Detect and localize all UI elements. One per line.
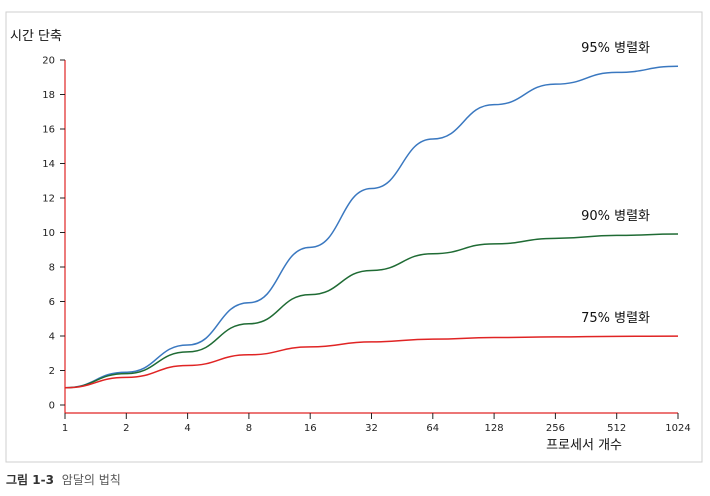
y-tick-label: 20 [42, 56, 55, 67]
chart-frame [5, 11, 703, 463]
y-tick-label: 14 [42, 159, 55, 170]
figure-title: 암달의 법칙 [62, 473, 121, 487]
y-axis-title: 시간 단축 [10, 29, 62, 44]
y-tick-label: 16 [42, 125, 55, 136]
x-tick-label: 64 [426, 423, 439, 434]
series-label: 90% 병렬화 [581, 209, 650, 224]
y-tick-label: 12 [42, 194, 55, 205]
series-line [64, 65, 679, 389]
y-tick-label: 4 [49, 332, 55, 343]
series-label: 75% 병렬화 [581, 311, 650, 326]
y-tick-label: 10 [42, 228, 55, 239]
x-tick-label: 128 [485, 423, 504, 434]
y-tick-label: 8 [49, 263, 55, 274]
x-tick-label: 256 [546, 423, 565, 434]
y-tick-label: 2 [49, 366, 55, 377]
x-tick-label: 2 [123, 423, 129, 434]
x-tick-label: 1 [62, 423, 68, 434]
x-tick-label: 1024 [665, 423, 690, 434]
x-tick-label: 4 [184, 423, 190, 434]
y-tick-label: 0 [49, 401, 55, 412]
series-line [64, 335, 679, 389]
figure-number: 그림 1-3 [6, 473, 54, 487]
figure-caption: 그림 1-3 암달의 법칙 [6, 473, 121, 487]
x-tick-label: 16 [304, 423, 317, 434]
x-tick-label: 512 [607, 423, 626, 434]
x-tick-label: 8 [246, 423, 252, 434]
y-tick-label: 6 [49, 297, 55, 308]
series-label: 95% 병렬화 [581, 41, 650, 56]
x-tick-label: 32 [365, 423, 378, 434]
x-axis-title: 프로세서 개수 [546, 438, 622, 453]
y-tick-label: 18 [42, 90, 55, 101]
series-line [64, 233, 679, 389]
